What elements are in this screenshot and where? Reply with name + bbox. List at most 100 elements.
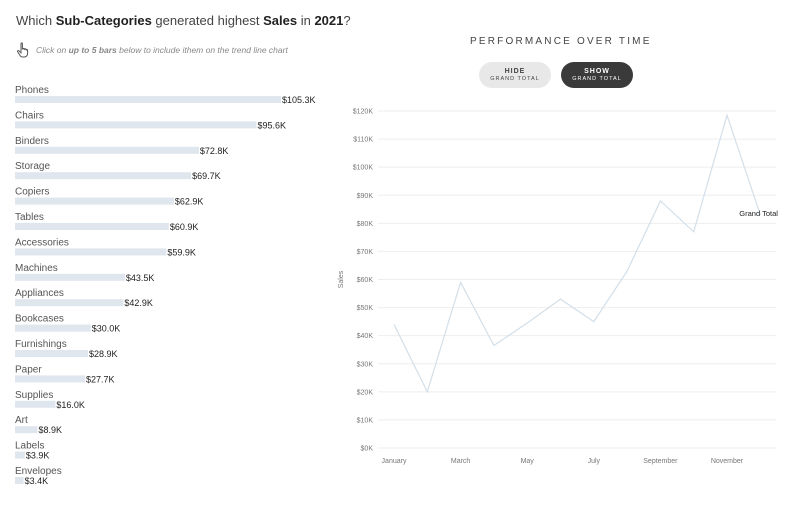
x-tick-label: January xyxy=(382,458,407,465)
bar-row-copiers[interactable]: Copiers $62.9K xyxy=(15,187,203,207)
bar[interactable] xyxy=(15,273,125,281)
show-button-label: SHOW xyxy=(584,68,610,75)
bar[interactable] xyxy=(15,451,25,459)
y-tick-label: $110K xyxy=(353,137,373,144)
title-text: in xyxy=(297,13,315,28)
category-label: Paper xyxy=(15,364,42,375)
data-point[interactable] xyxy=(392,322,397,327)
bar-value-label: $62.9K xyxy=(175,197,204,207)
data-point[interactable] xyxy=(425,389,430,394)
bar[interactable] xyxy=(15,400,56,408)
bar-row-paper[interactable]: Paper $27.7K xyxy=(15,364,115,384)
title-highlight-year: 2021 xyxy=(314,13,344,28)
bar[interactable] xyxy=(15,299,124,307)
bar-row-envelopes[interactable]: Envelopes$3.4K xyxy=(15,466,62,486)
y-tick-label: $20K xyxy=(357,389,374,396)
category-label: Supplies xyxy=(15,390,53,401)
y-tick-label: $30K xyxy=(357,361,374,368)
bar-row-phones[interactable]: Phones $105.3K xyxy=(15,85,316,105)
bar-row-storage[interactable]: Storage $69.7K xyxy=(15,161,221,181)
bar[interactable] xyxy=(15,350,89,357)
category-label: Tables xyxy=(15,212,44,223)
bar-row-art[interactable]: Art $8.9K xyxy=(15,415,62,435)
x-tick-label: May xyxy=(521,458,535,465)
bar-value-label: $72.8K xyxy=(200,146,229,156)
hide-grand-total-button[interactable]: HIDE GRAND TOTAL xyxy=(479,62,551,88)
x-tick-label: November xyxy=(711,458,744,465)
category-label: Appliances xyxy=(15,288,64,299)
bar-row-supplies[interactable]: Supplies$16.0K xyxy=(15,390,85,410)
bar-value-label: $3.4K xyxy=(25,476,49,486)
title-text: generated highest xyxy=(151,13,264,28)
bar-value-label: $95.6K xyxy=(257,120,286,130)
y-axis-label: Sales xyxy=(338,270,345,288)
hide-button-label: HIDE xyxy=(504,68,526,75)
category-label: Machines xyxy=(15,263,58,274)
bar-value-label: $16.0K xyxy=(56,400,85,410)
data-point[interactable] xyxy=(525,321,530,326)
y-tick-label: $70K xyxy=(357,249,374,256)
y-tick-label: $80K xyxy=(357,221,374,228)
series-end-label: Grand Total xyxy=(739,209,778,218)
bar-row-binders[interactable]: Binders $72.8K xyxy=(15,136,228,156)
data-point[interactable] xyxy=(591,319,596,324)
bar[interactable] xyxy=(15,477,24,484)
bar[interactable] xyxy=(15,121,257,129)
bar-row-accessories[interactable]: Accessories $59.9K xyxy=(15,237,196,257)
data-point[interactable] xyxy=(691,229,696,234)
category-label: Bookcases xyxy=(15,314,64,325)
data-point[interactable] xyxy=(491,343,496,348)
bar-value-label: $27.7K xyxy=(86,374,115,384)
bar-value-label: $69.7K xyxy=(192,171,221,181)
title-text: Which xyxy=(16,13,56,28)
data-point[interactable] xyxy=(658,198,663,203)
instruction-hint: Click on up to 5 bars below to include i… xyxy=(16,42,288,58)
bar[interactable] xyxy=(15,146,199,154)
trend-line-chart: $0K $10K $20K $30K $40K $50K $60K $70K $80K $90K $… xyxy=(338,109,778,466)
y-tick-label: $10K xyxy=(357,417,374,424)
bar-value-label: $30.0K xyxy=(92,324,121,334)
bar[interactable] xyxy=(15,324,91,332)
bar[interactable] xyxy=(15,197,174,205)
bar-value-label: $28.9K xyxy=(89,349,118,359)
y-tick-label: $100K xyxy=(353,165,374,172)
x-tick-label: March xyxy=(451,458,471,465)
y-tick-label: $0K xyxy=(361,446,374,453)
x-tick-label: September xyxy=(643,458,678,465)
bar-value-label: $59.9K xyxy=(167,247,196,257)
data-point[interactable] xyxy=(725,113,730,118)
bar[interactable] xyxy=(15,426,38,434)
data-point[interactable] xyxy=(625,269,630,274)
x-tick-label: July xyxy=(588,458,601,465)
series-line-grand-total[interactable] xyxy=(393,113,761,394)
page-title: Which Sub-Categories generated highest S… xyxy=(16,13,351,28)
hint-text-part: below to include ithem on the trend line… xyxy=(116,45,288,55)
hint-text: Click on up to 5 bars below to include i… xyxy=(36,45,288,55)
pointer-hand-icon xyxy=(17,42,29,58)
bar-row-machines[interactable]: Machines $43.5K xyxy=(15,263,154,283)
category-label: Copiers xyxy=(15,187,49,198)
bar-value-label: $8.9K xyxy=(38,425,62,435)
bar-row-chairs[interactable]: Chairs $95.6K xyxy=(15,110,286,130)
bar[interactable] xyxy=(15,248,167,256)
bar-row-bookcases[interactable]: Bookcases $30.0K xyxy=(15,314,120,334)
bar-row-furnishings[interactable]: Furnishings $28.9K xyxy=(15,339,118,359)
title-highlight-sales: Sales xyxy=(263,13,298,28)
bar[interactable] xyxy=(15,223,169,230)
bar[interactable] xyxy=(15,96,281,103)
bar-value-label: $105.3K xyxy=(282,95,316,105)
bar-row-labels[interactable]: Labels$3.9K xyxy=(15,441,49,461)
bar-value-label: $43.5K xyxy=(126,273,155,283)
bar-row-tables[interactable]: Tables $60.9K xyxy=(15,212,198,232)
data-point[interactable] xyxy=(558,297,563,302)
trend-chart-title: PERFORMANCE OVER TIME xyxy=(470,36,652,47)
bar[interactable] xyxy=(15,375,85,383)
bar[interactable] xyxy=(15,172,192,180)
bar-row-appliances[interactable]: Appliances $42.9K xyxy=(15,288,153,308)
show-grand-total-button[interactable]: SHOW GRAND TOTAL xyxy=(561,62,633,88)
show-button-sublabel: GRAND TOTAL xyxy=(572,76,622,82)
data-point[interactable] xyxy=(458,280,463,285)
y-tick-label: $90K xyxy=(357,193,374,200)
y-tick-label: $40K xyxy=(357,333,374,340)
category-label: Storage xyxy=(15,161,50,172)
